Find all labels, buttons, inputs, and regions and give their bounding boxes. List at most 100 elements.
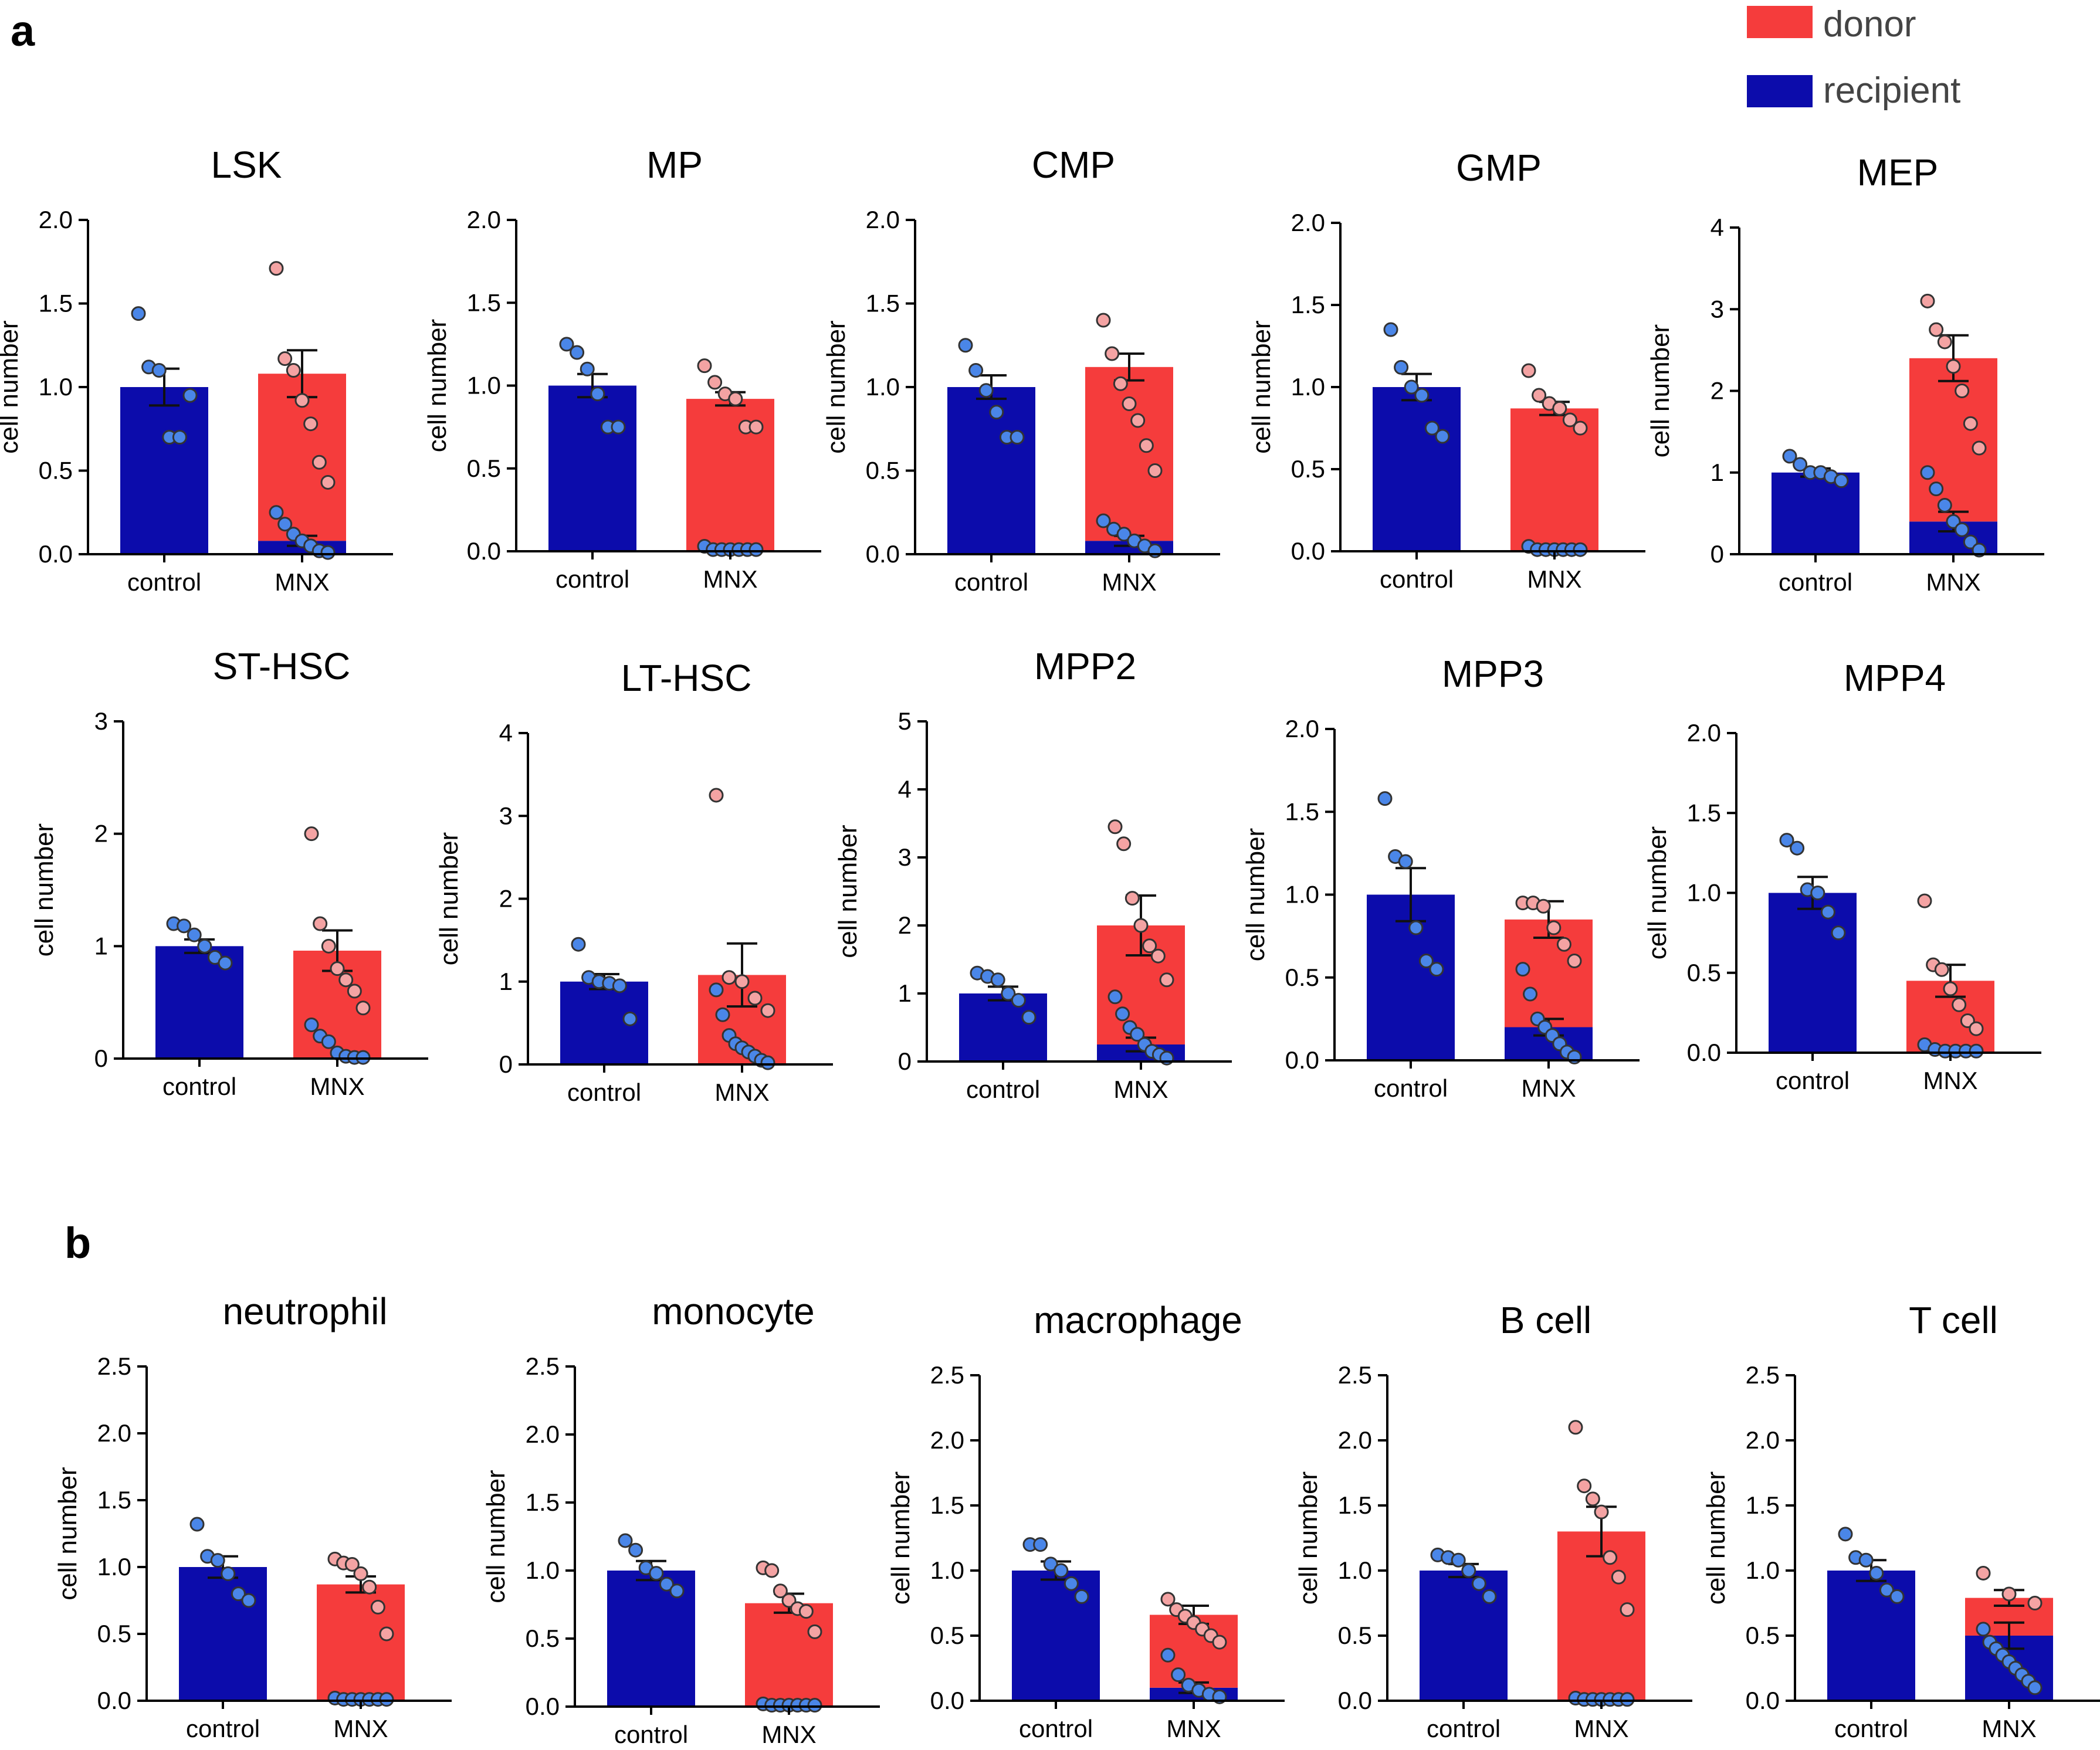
data-point-control [218,955,233,971]
data-point-control [570,345,585,360]
chart-title: LT-HSC [621,657,752,699]
x-tick-label-control: control [966,1076,1040,1103]
data-point-mnx-recipient [1920,465,1935,480]
data-point-control [131,306,146,321]
data-point-control [1054,1563,1069,1578]
data-point-control [1414,388,1430,403]
y-tick-label: 1.5 [526,1488,560,1516]
x-tick-label-control: control [1779,568,1852,596]
y-tick-label: 1.5 [1338,1491,1372,1519]
y-tick-label: 0.5 [1687,959,1721,986]
data-point-mnx-donor [1611,1569,1626,1585]
y-tick-label: 0.0 [1291,537,1325,565]
data-point-mnx-donor [277,351,293,367]
data-point-mnx-donor [304,826,319,842]
error-bar-control [1396,867,1426,923]
data-point-control [177,918,192,934]
chart-mp: MP cell number 0.0 0.5 1.0 1.5 2.0 control MNX [423,144,821,593]
chart-title: LSK [211,144,282,186]
x-tick-label-control: control [1427,1715,1501,1742]
data-point-control [1394,360,1409,375]
data-point-mnx-recipient [1116,527,1132,542]
data-point-mnx-recipient [1171,1667,1186,1683]
data-point-mnx-recipient [748,542,764,557]
data-point-mnx-donor [379,1626,394,1642]
chart-title: neutrophil [222,1290,387,1332]
data-point-mnx-donor [362,1579,377,1595]
y-axis-label: cell number [1241,828,1270,961]
data-point-control [189,1517,205,1532]
data-point-control [1779,833,1794,848]
data-point-mnx-donor [2001,1586,2017,1602]
data-point-mnx-donor [1585,1491,1600,1507]
data-point-mnx-recipient [1937,497,1952,513]
y-tick-label: 0.0 [467,537,501,565]
bar-donor-mnx [317,1584,405,1701]
y-tick-label: 2.5 [930,1361,964,1389]
data-point-mnx-donor [734,974,750,989]
data-point-mnx-donor [1122,396,1137,411]
data-point-control [958,338,973,353]
data-point-control [1377,791,1393,806]
data-point-mnx-donor [1573,420,1588,436]
bar-donor-mnx [1557,1531,1645,1701]
y-tick-label: 4 [898,775,912,803]
data-point-mnx-donor [1920,293,1935,308]
x-tick-label-control: control [1834,1715,1908,1742]
bar-recipient-control [120,387,208,554]
data-point-mnx-donor [1963,416,1978,431]
y-tick-label: 1.0 [1746,1556,1780,1584]
data-point-control [1429,962,1444,977]
data-point-control [590,386,605,402]
y-axis-label: cell number [1702,1471,1730,1605]
chart-lt-hsc: LT-HSC cell number 0 1 2 3 4 control MNX [435,657,833,1106]
y-tick-label: 0.5 [1291,455,1325,483]
y-tick-label: 2.0 [39,206,73,233]
x-tick-label-mnx: MNX [1102,568,1156,596]
y-tick-label: 3 [499,802,513,829]
y-tick-label: 2.0 [97,1419,131,1447]
x-tick-label-mnx: MNX [714,1079,769,1106]
y-tick-label: 0.0 [97,1687,131,1714]
data-point-mnx-donor [2027,1596,2043,1610]
chart-lsk: LSK cell number 0.0 0.5 1.0 1.5 2.0 control MNX [0,144,393,596]
y-tick-label: 0.0 [526,1693,560,1720]
data-point-mnx-recipient [1929,481,1944,497]
data-point-mnx-donor [1577,1478,1592,1494]
bar-donor-mnx [1085,367,1173,541]
chart-mpp4: MPP4 cell number 0.0 0.5 1.0 1.5 2.0 control MNX [1643,657,2041,1094]
data-point-mnx-donor [1212,1634,1227,1650]
data-point-control [1063,1576,1079,1591]
data-point-mnx-recipient [1573,542,1588,557]
y-tick-label: 1.5 [930,1491,964,1519]
data-point-control [1820,904,1835,920]
data-point-control [1451,1552,1466,1568]
y-tick-label: 0 [94,1044,108,1072]
y-tick-label: 1.5 [1687,799,1721,826]
data-point-control [978,383,994,398]
data-point-mnx-recipient [1130,1027,1145,1042]
data-point-control [1404,379,1419,395]
y-tick-label: 1 [1711,459,1724,486]
data-point-mnx-donor [1594,1504,1609,1520]
data-point-mnx-recipient [760,1055,775,1070]
y-tick-label: 0.5 [1285,964,1319,991]
data-point-mnx-donor [722,970,737,985]
data-point-control [231,1586,246,1602]
data-point-mnx-donor [747,991,763,1006]
data-point-mnx-donor [748,419,764,435]
x-tick-label-mnx: MNX [333,1715,388,1742]
y-tick-label: 0 [1711,540,1724,568]
chart-title: CMP [1032,144,1115,186]
data-point-mnx-recipient [321,1034,336,1049]
data-point-control [618,1533,633,1548]
chart-title: T cell [1909,1299,1998,1341]
y-tick-label: 0.0 [866,540,900,568]
chart-title: GMP [1456,147,1542,189]
x-tick-label-control: control [186,1715,260,1742]
y-tick-label: 4 [499,719,513,747]
chart-neutrophil: neutrophil cell number 0.0 0.5 1.0 1.5 2.0 2.5 c… [53,1290,452,1742]
data-point-mnx-recipient [1567,1049,1582,1064]
chart-gmp: GMP cell number 0.0 0.5 1.0 1.5 2.0 control MNX [1247,147,1645,593]
data-point-mnx-donor [338,972,354,988]
